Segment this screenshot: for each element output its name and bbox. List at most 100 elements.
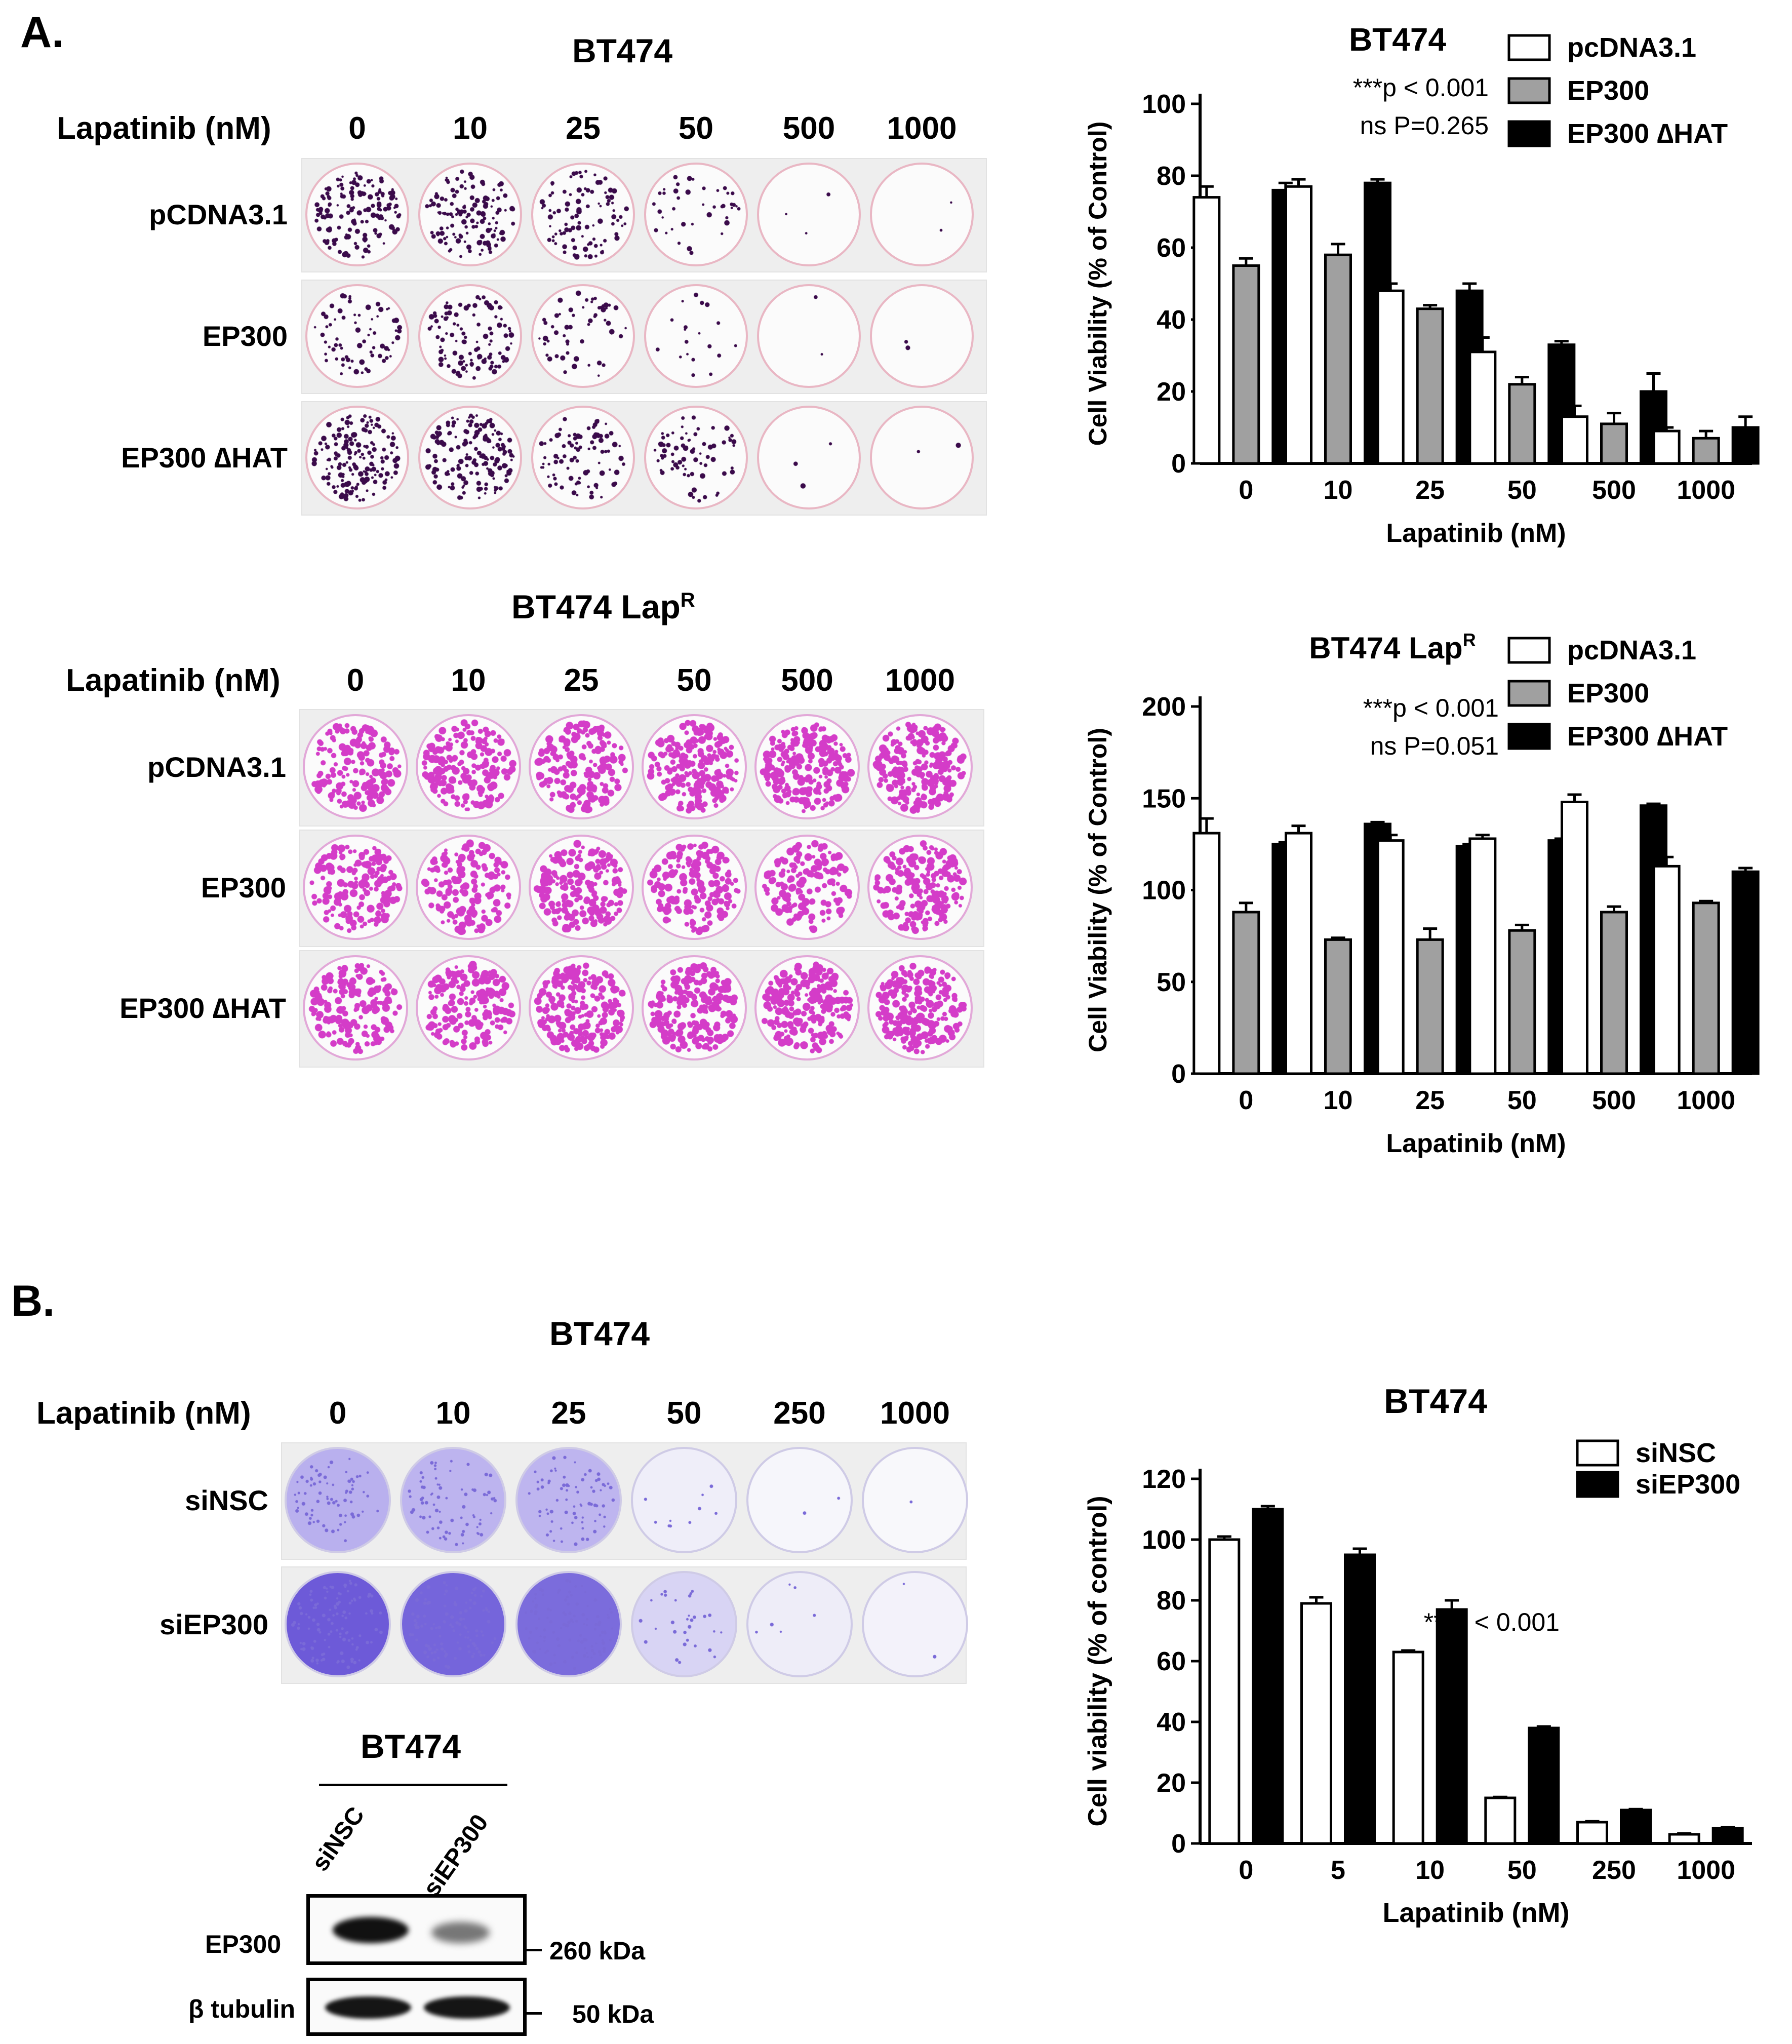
plate1-well — [644, 405, 748, 509]
plate1-well — [757, 162, 861, 266]
plate3-dose-4: 250 — [773, 1396, 826, 1431]
chart0-y-tick-label: 40 — [1157, 305, 1186, 335]
chart2-bar — [1208, 1538, 1241, 1845]
plate2-well — [416, 955, 521, 1060]
plate3-dose-5: 1000 — [880, 1396, 950, 1431]
plate1-well — [870, 284, 974, 388]
chart0-bar — [1416, 307, 1444, 465]
chart-bt474-overexpression: BT474 0 20 40 60 80 100 Cell Viability (% of Co… — [1063, 15, 1772, 562]
chart2-bar — [1576, 1821, 1608, 1845]
plate3-dose-1: 10 — [435, 1396, 471, 1431]
wb-ep300-band-1 — [333, 1917, 409, 1943]
plate1-row-label-1: EP300 — [202, 320, 288, 352]
plate1-well — [531, 162, 635, 266]
chart0-x-tick-label: 50 — [1507, 476, 1537, 505]
chart1-bar — [1652, 864, 1681, 1075]
chart1-x-tick-label: 1000 — [1677, 1086, 1735, 1115]
chart2-bar — [1436, 1608, 1468, 1845]
chart0-title: BT474 — [1349, 21, 1447, 58]
chart1-x-label: Lapatinib (nM) — [1386, 1129, 1566, 1158]
chart1-annotation: ***p < 0.001 — [1363, 694, 1499, 722]
chart1-bar — [1508, 929, 1536, 1075]
chart2-y-tick-label: 0 — [1171, 1829, 1186, 1859]
plate1-header-label: Lapatinib (nM) — [57, 111, 271, 146]
plate1-title: BT474 — [572, 31, 672, 70]
plate2-well — [416, 835, 521, 940]
wb-tubulin-band-2 — [424, 1996, 510, 2019]
chart2-y-tick-label: 40 — [1157, 1708, 1186, 1737]
chart0-bar — [1600, 422, 1628, 465]
plate2-well — [642, 835, 747, 940]
chart0-x-tick-label: 1000 — [1677, 476, 1735, 505]
chart0-annotation: ***p < 0.001 — [1353, 73, 1489, 102]
chart2-x-tick-label: 5 — [1331, 1856, 1345, 1885]
plate3-row-label-1: siEP300 — [160, 1608, 268, 1640]
panel-b-label: B. — [11, 1277, 55, 1325]
plate1-title-text: BT474 — [572, 32, 673, 69]
chart0-legend-swatch — [1507, 34, 1551, 61]
wb-marker-tick-2 — [527, 2012, 542, 2015]
plate2-well — [529, 955, 634, 1060]
plate3-well — [400, 1571, 506, 1677]
plate1-well — [531, 405, 635, 509]
chart1-y-label: Cell Viability (% of Control) — [1084, 728, 1112, 1052]
plate3-dose-0: 0 — [329, 1396, 347, 1431]
plate1-dose-3: 50 — [679, 111, 713, 146]
plate2-title-sup: R — [680, 589, 695, 611]
chart0-bar — [1692, 437, 1720, 465]
chart1-legend-label: EP300 ∆HAT — [1567, 721, 1728, 752]
chart1-x-tick-label: 25 — [1415, 1086, 1445, 1115]
chart0-x-tick-label: 10 — [1324, 476, 1353, 505]
plate3-dose-3: 50 — [666, 1396, 702, 1431]
chart2-bar — [1620, 1809, 1652, 1845]
chart0-legend-swatch — [1507, 120, 1551, 147]
wb-row-label-ep300: EP300 — [205, 1930, 282, 1958]
chart0-bar — [1192, 196, 1221, 465]
chart1-bar — [1376, 839, 1405, 1075]
chart1-bar — [1324, 938, 1352, 1075]
chart0-bar — [1324, 253, 1352, 465]
chart2-annotation: ***p < 0.001 — [1424, 1608, 1560, 1636]
chart1-bar — [1731, 870, 1760, 1075]
plate2-well — [867, 714, 973, 819]
plate2-dose-4: 500 — [781, 663, 833, 698]
chart1-y-tick-label: 200 — [1142, 692, 1186, 722]
plate1-well — [870, 405, 974, 509]
plate2-dose-3: 50 — [676, 663, 712, 698]
chart-bt474-lapr: BT474 LapR 0 50 100 150 200 Cell Viability (% … — [1063, 618, 1772, 1165]
chart2-legend-label: siNSC — [1636, 1438, 1716, 1468]
chart2-bar — [1300, 1602, 1332, 1845]
plate3-well — [631, 1571, 737, 1677]
chart2-x-tick-label: 0 — [1239, 1856, 1253, 1885]
plate2-well — [642, 714, 747, 819]
plate1-well — [757, 405, 861, 509]
plate2-header-label: Lapatinib (nM) — [66, 663, 281, 698]
plate1-row-label-2: EP300 ∆HAT — [121, 442, 288, 474]
chart2-bar — [1668, 1833, 1700, 1845]
chart0-annotation: ns P=0.265 — [1360, 111, 1489, 140]
chart2-x-label: Lapatinib (nM) — [1383, 1898, 1570, 1928]
plate1-dose-1: 10 — [453, 111, 488, 146]
wb-tubulin-band-1 — [325, 1996, 411, 2019]
chart0-y-tick-label: 60 — [1157, 233, 1186, 263]
wb-marker-tick-1 — [527, 1949, 542, 1951]
chart0-x-tick-label: 25 — [1415, 476, 1445, 505]
chart1-bar — [1416, 938, 1444, 1075]
plate2-title-text: BT474 Lap — [511, 588, 681, 625]
chart1-y-tick-label: 0 — [1171, 1059, 1186, 1089]
chart2-y-tick-label: 120 — [1142, 1465, 1186, 1494]
plate1-well — [305, 405, 409, 509]
chart0-bar — [1731, 426, 1760, 465]
chart1-legend-swatch — [1507, 723, 1551, 750]
chart0-bar — [1232, 264, 1260, 465]
chart1-legend-label: EP300 — [1567, 678, 1649, 709]
chart1-bar — [1232, 911, 1260, 1075]
plate2-row-label-0: pCDNA3.1 — [147, 751, 286, 783]
wb-title-underline — [319, 1784, 507, 1786]
plate1-dose-5: 1000 — [887, 111, 957, 146]
chart1-x-tick-label: 50 — [1507, 1086, 1537, 1115]
plate2-well — [303, 835, 408, 940]
wb-marker-50: 50 kDa — [572, 2000, 654, 2028]
plate2-well — [303, 714, 408, 819]
